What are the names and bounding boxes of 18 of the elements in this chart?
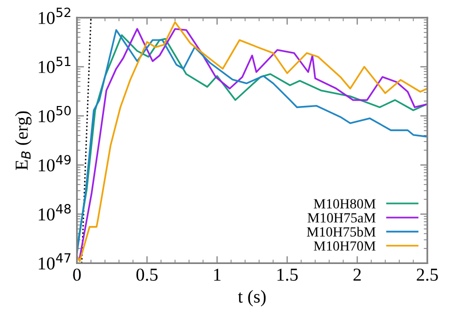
legend-label: M10H80M — [314, 199, 376, 208]
y-tick-label: 10$^{47}$ — [38, 253, 70, 270]
x-tick-label: 0 — [73, 268, 81, 281]
x-tick-label: 2.5 — [416, 268, 438, 281]
y-tick-label: 10$^{51}$ — [38, 56, 70, 74]
y-axis-title: E$_{B}$ (erg) — [15, 111, 32, 170]
legend-label: M10H75bM — [306, 226, 376, 237]
x-tick-label: 1 — [214, 268, 221, 281]
x-axis-title: t (s) — [238, 290, 266, 306]
x-tick-label: 2 — [354, 268, 361, 281]
y-tick-label: 10$^{52}$ — [38, 8, 70, 24]
y-tick-label: 10$^{48}$ — [38, 204, 71, 221]
y-tick-label: 10$^{49}$ — [38, 154, 71, 172]
x-tick-label: 0.5 — [136, 268, 158, 281]
legend-label: M10H75aM — [308, 213, 376, 223]
legend-label: M10H70M — [314, 241, 376, 251]
y-tick-label: 10$^{50}$ — [38, 106, 71, 122]
x-tick-label: 1.5 — [277, 268, 298, 281]
